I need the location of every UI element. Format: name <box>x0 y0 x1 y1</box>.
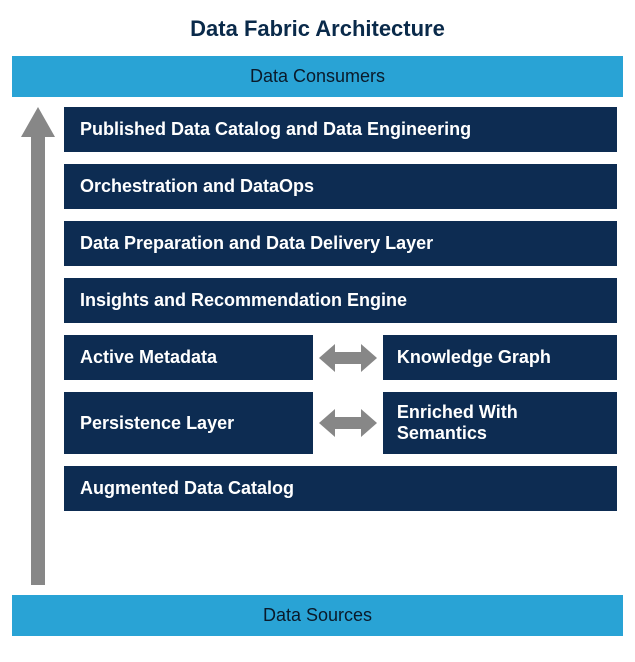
up-arrow-icon <box>21 107 55 585</box>
box-active-metadata: Active Metadata <box>64 335 313 380</box>
layer-augmented-catalog: Augmented Data Catalog <box>64 466 617 511</box>
bottom-band-label: Data Sources <box>263 605 372 625</box>
layer-insights-engine: Insights and Recommendation Engine <box>64 278 617 323</box>
bi-arrow-1 <box>313 335 383 380</box>
box-persistence-layer: Persistence Layer <box>64 392 313 454</box>
layer-published-catalog: Published Data Catalog and Data Engineer… <box>64 107 617 152</box>
layers-column: Published Data Catalog and Data Engineer… <box>64 107 623 585</box>
middle-section: Published Data Catalog and Data Engineer… <box>12 97 623 595</box>
bi-arrow-icon <box>319 344 377 372</box>
box-enriched-semantics: Enriched With Semantics <box>383 392 617 454</box>
split-row-persistence: Persistence Layer Enriched With Semantic… <box>64 392 617 454</box>
box-knowledge-graph: Knowledge Graph <box>383 335 617 380</box>
layer-data-prep: Data Preparation and Data Delivery Layer <box>64 221 617 266</box>
bi-arrow-icon <box>319 409 377 437</box>
bottom-band-sources: Data Sources <box>12 595 623 636</box>
layer-orchestration: Orchestration and DataOps <box>64 164 617 209</box>
top-band-consumers: Data Consumers <box>12 56 623 97</box>
split-row-metadata: Active Metadata Knowledge Graph <box>64 335 617 380</box>
vertical-arrow-col <box>12 107 64 585</box>
top-band-label: Data Consumers <box>250 66 385 86</box>
diagram-title: Data Fabric Architecture <box>12 16 623 42</box>
bi-arrow-2 <box>313 392 383 454</box>
